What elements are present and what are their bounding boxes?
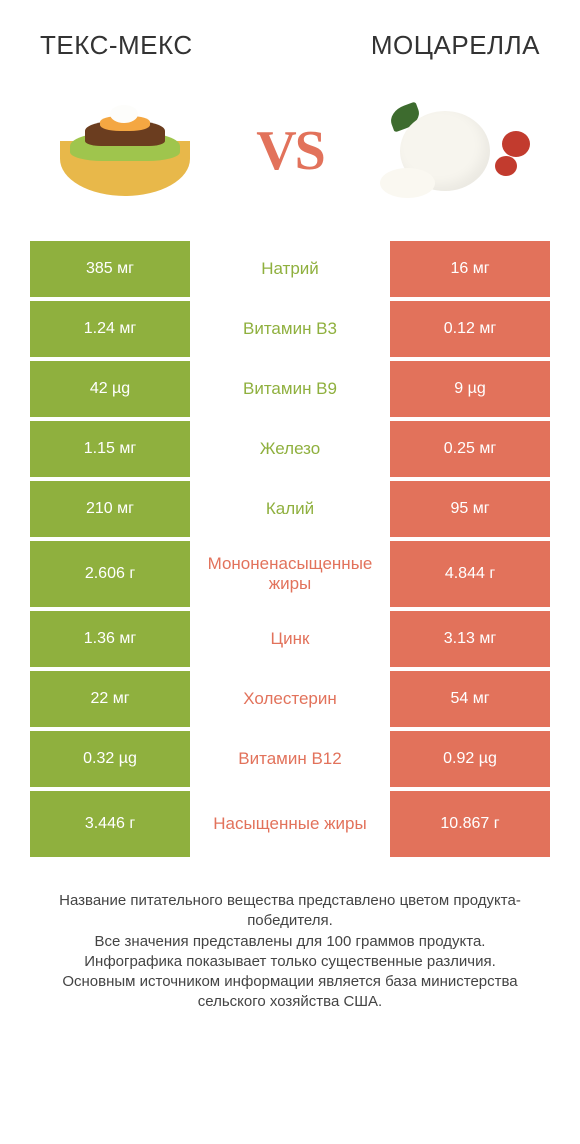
value-right: 0.25 мг: [390, 421, 550, 477]
value-right: 10.867 г: [390, 791, 550, 857]
value-left: 42 µg: [30, 361, 190, 417]
header: ТЕКС-МЕКС МОЦАРЕЛЛА: [0, 0, 580, 81]
footer-line: Название питательного вещества представл…: [30, 891, 550, 932]
vs-label: VS: [256, 119, 324, 183]
mozzarella-icon: [375, 96, 535, 206]
value-right: 95 мг: [390, 481, 550, 537]
title-right: МОЦАРЕЛЛА: [371, 30, 540, 61]
value-right: 0.92 µg: [390, 731, 550, 787]
value-left: 1.15 мг: [30, 421, 190, 477]
value-left: 22 мг: [30, 671, 190, 727]
table-row: 42 µgВитамин B99 µg: [30, 361, 550, 417]
table-row: 385 мгНатрий16 мг: [30, 241, 550, 297]
nutrient-label: Насыщенные жиры: [190, 791, 390, 857]
table-row: 22 мгХолестерин54 мг: [30, 671, 550, 727]
table-row: 210 мгКалий95 мг: [30, 481, 550, 537]
food-image-left: [40, 91, 210, 211]
vs-row: VS: [0, 81, 580, 241]
value-right: 9 µg: [390, 361, 550, 417]
nutrient-label: Витамин B12: [190, 731, 390, 787]
nutrient-label: Мононенасыщенные жиры: [190, 541, 390, 607]
table-row: 2.606 гМононенасыщенные жиры4.844 г: [30, 541, 550, 607]
value-right: 16 мг: [390, 241, 550, 297]
food-image-right: [370, 91, 540, 211]
nutrient-label: Цинк: [190, 611, 390, 667]
value-right: 3.13 мг: [390, 611, 550, 667]
table-row: 3.446 гНасыщенные жиры10.867 г: [30, 791, 550, 857]
nutrient-label: Холестерин: [190, 671, 390, 727]
value-right: 4.844 г: [390, 541, 550, 607]
value-right: 0.12 мг: [390, 301, 550, 357]
value-left: 2.606 г: [30, 541, 190, 607]
value-right: 54 мг: [390, 671, 550, 727]
value-left: 0.32 µg: [30, 731, 190, 787]
footer-line: Основным источником информации является …: [30, 972, 550, 1013]
footer-line: Инфографика показывает только существенн…: [30, 952, 550, 972]
nutrient-label: Натрий: [190, 241, 390, 297]
footer-line: Все значения представлены для 100 граммо…: [30, 932, 550, 952]
table-row: 1.36 мгЦинк3.13 мг: [30, 611, 550, 667]
value-left: 210 мг: [30, 481, 190, 537]
value-left: 3.446 г: [30, 791, 190, 857]
infographic-container: ТЕКС-МЕКС МОЦАРЕЛЛА VS 385 мгНатрий16 мг…: [0, 0, 580, 1013]
title-left: ТЕКС-МЕКС: [40, 30, 193, 61]
table-row: 0.32 µgВитамин B120.92 µg: [30, 731, 550, 787]
nutrient-label: Железо: [190, 421, 390, 477]
footer-text: Название питательного вещества представл…: [0, 861, 580, 1013]
nutrient-label: Калий: [190, 481, 390, 537]
taco-icon: [50, 101, 200, 201]
value-left: 1.36 мг: [30, 611, 190, 667]
comparison-table: 385 мгНатрий16 мг1.24 мгВитамин B30.12 м…: [0, 241, 580, 857]
value-left: 1.24 мг: [30, 301, 190, 357]
table-row: 1.24 мгВитамин B30.12 мг: [30, 301, 550, 357]
nutrient-label: Витамин B3: [190, 301, 390, 357]
nutrient-label: Витамин B9: [190, 361, 390, 417]
value-left: 385 мг: [30, 241, 190, 297]
table-row: 1.15 мгЖелезо0.25 мг: [30, 421, 550, 477]
